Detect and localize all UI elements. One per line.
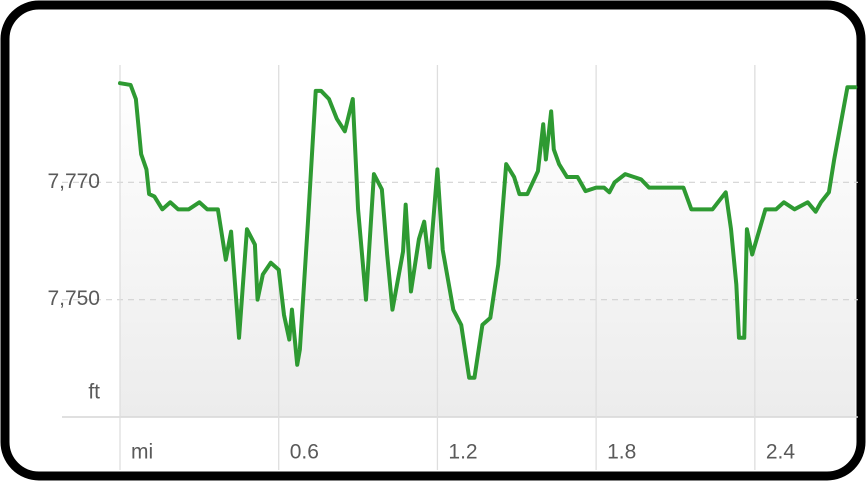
- elevation-line: [118, 81, 858, 380]
- x-tick-label: mi: [131, 441, 153, 464]
- y-tick-label: 7,770: [47, 170, 100, 193]
- y-tick-label: ft: [88, 381, 100, 404]
- y-tick-label: 7,750: [47, 287, 100, 310]
- x-tick-label: 1.2: [448, 441, 477, 464]
- x-tick-label: 2.4: [766, 441, 796, 464]
- plot-area: ft 7,750 7,770 mi 0.6 1.2 1.8 2.4: [47, 65, 858, 470]
- x-tick-label: 1.8: [607, 441, 636, 464]
- x-tick-label: 0.6: [290, 441, 319, 464]
- elevation-area: [120, 83, 856, 417]
